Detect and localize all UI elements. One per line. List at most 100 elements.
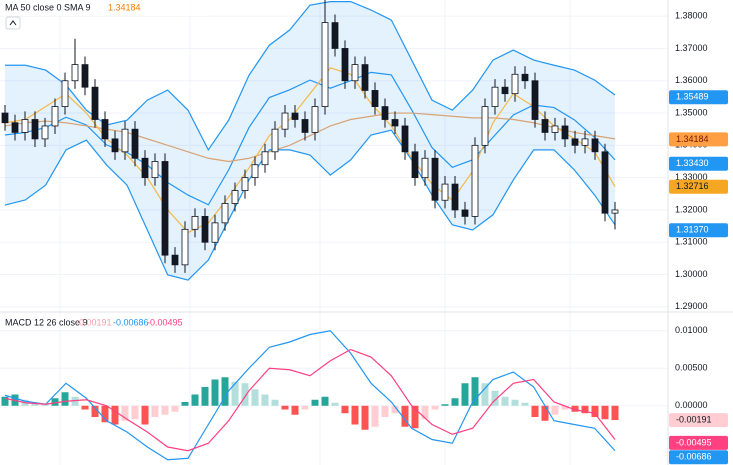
price-badge <box>669 450 728 465</box>
candle-body <box>591 138 599 153</box>
histogram-bar <box>171 405 179 412</box>
histogram-bar <box>361 405 369 430</box>
header-bg <box>0 316 180 330</box>
histogram-bar <box>431 405 439 410</box>
header-bg <box>0 0 210 16</box>
candle-body <box>191 215 199 230</box>
candle-body <box>561 125 569 140</box>
candle-body <box>371 90 379 107</box>
candle-body <box>331 22 339 49</box>
histogram-bar <box>561 405 569 410</box>
indicator-line <box>4 348 616 452</box>
histogram-bar <box>371 405 379 427</box>
candle-body <box>181 228 189 266</box>
histogram-bar <box>201 387 209 406</box>
histogram-bar <box>271 399 279 406</box>
histogram-bar <box>261 394 269 406</box>
candle-body <box>311 106 319 133</box>
candle-body <box>161 161 169 256</box>
y-tick-label: 1.36000 <box>675 75 708 85</box>
candle-body <box>511 73 519 95</box>
histogram-bar <box>281 405 289 410</box>
histogram-bar <box>541 405 549 421</box>
price-badge <box>669 90 728 105</box>
y-tick-label: 1.29000 <box>675 301 708 311</box>
candle-body <box>451 183 459 211</box>
candle-body <box>111 138 119 153</box>
histogram-bar <box>301 405 309 410</box>
histogram-bar <box>381 405 389 417</box>
histogram-bar <box>411 405 419 429</box>
candle-body <box>201 215 209 243</box>
histogram-bar <box>291 405 299 415</box>
histogram-bar <box>351 405 359 425</box>
y-tick-label: 0.00000 <box>675 400 708 410</box>
histogram-bar <box>251 389 259 406</box>
price-badge <box>669 435 728 450</box>
candle-body <box>71 64 79 82</box>
candle-body <box>571 138 579 146</box>
histogram-bar <box>341 405 349 414</box>
histogram-bar <box>501 396 509 406</box>
candle-body <box>441 183 449 201</box>
histogram-bar <box>61 392 69 406</box>
candle-body <box>291 112 299 120</box>
price-badge-label: -0.00686 <box>676 452 712 462</box>
candle-body <box>381 106 389 120</box>
candle-body <box>281 112 289 130</box>
histogram-bar <box>181 402 189 406</box>
macd-hist-value: -0.00191 <box>76 317 112 327</box>
macd-title: MACD 12 26 close 9 <box>5 317 88 327</box>
histogram-bar <box>611 405 619 421</box>
candle-body <box>251 164 259 179</box>
band-fill <box>5 1 615 281</box>
histogram-bar <box>151 405 159 417</box>
plot <box>0 0 668 461</box>
y-tick-label: 1.32000 <box>675 204 708 214</box>
y-tick-label: 1.30000 <box>675 269 708 279</box>
histogram-bar <box>481 383 489 406</box>
histogram-bar <box>531 405 539 417</box>
candle-body <box>41 125 49 140</box>
histogram-bar <box>121 405 129 421</box>
histogram-bar <box>511 399 519 406</box>
histogram-bar <box>521 402 529 406</box>
histogram-bar <box>391 405 399 414</box>
histogram-bar <box>331 402 339 406</box>
indicator-line <box>4 71 616 206</box>
price-badge-label: 1.34184 <box>676 134 709 144</box>
histogram-bar <box>241 383 249 406</box>
candle-body <box>401 125 409 153</box>
candle-body <box>1 112 9 124</box>
price-badge <box>669 413 728 428</box>
histogram-bar <box>401 405 409 427</box>
histogram-bar <box>491 390 499 406</box>
histogram-bar <box>141 405 149 425</box>
candle-body <box>211 222 219 243</box>
histogram-bar <box>581 405 589 414</box>
candle-body <box>431 157 439 201</box>
histogram-bar <box>551 405 559 415</box>
collapse-button[interactable] <box>5 16 21 30</box>
candle-body <box>11 122 19 133</box>
candle-body <box>531 80 539 120</box>
histogram-bar <box>31 402 39 406</box>
histogram-bar <box>311 399 319 406</box>
candle-body <box>611 209 619 214</box>
histogram-bar <box>91 405 99 417</box>
candle-body <box>321 22 329 107</box>
histogram-bar <box>51 398 59 406</box>
candle-body <box>51 106 59 127</box>
price-badge-label: 1.35489 <box>676 92 709 102</box>
macd-value: -0.00686 <box>113 317 149 327</box>
histogram-bar <box>81 405 89 410</box>
histogram-bar <box>461 383 469 406</box>
candle-body <box>121 128 129 153</box>
y-tick-label: 1.35000 <box>675 107 708 117</box>
price-badge <box>669 223 728 238</box>
y-tick-label: 0.01000 <box>675 325 708 335</box>
histogram-bar <box>421 405 429 420</box>
candle-body <box>241 177 249 191</box>
candle-body <box>131 128 139 159</box>
